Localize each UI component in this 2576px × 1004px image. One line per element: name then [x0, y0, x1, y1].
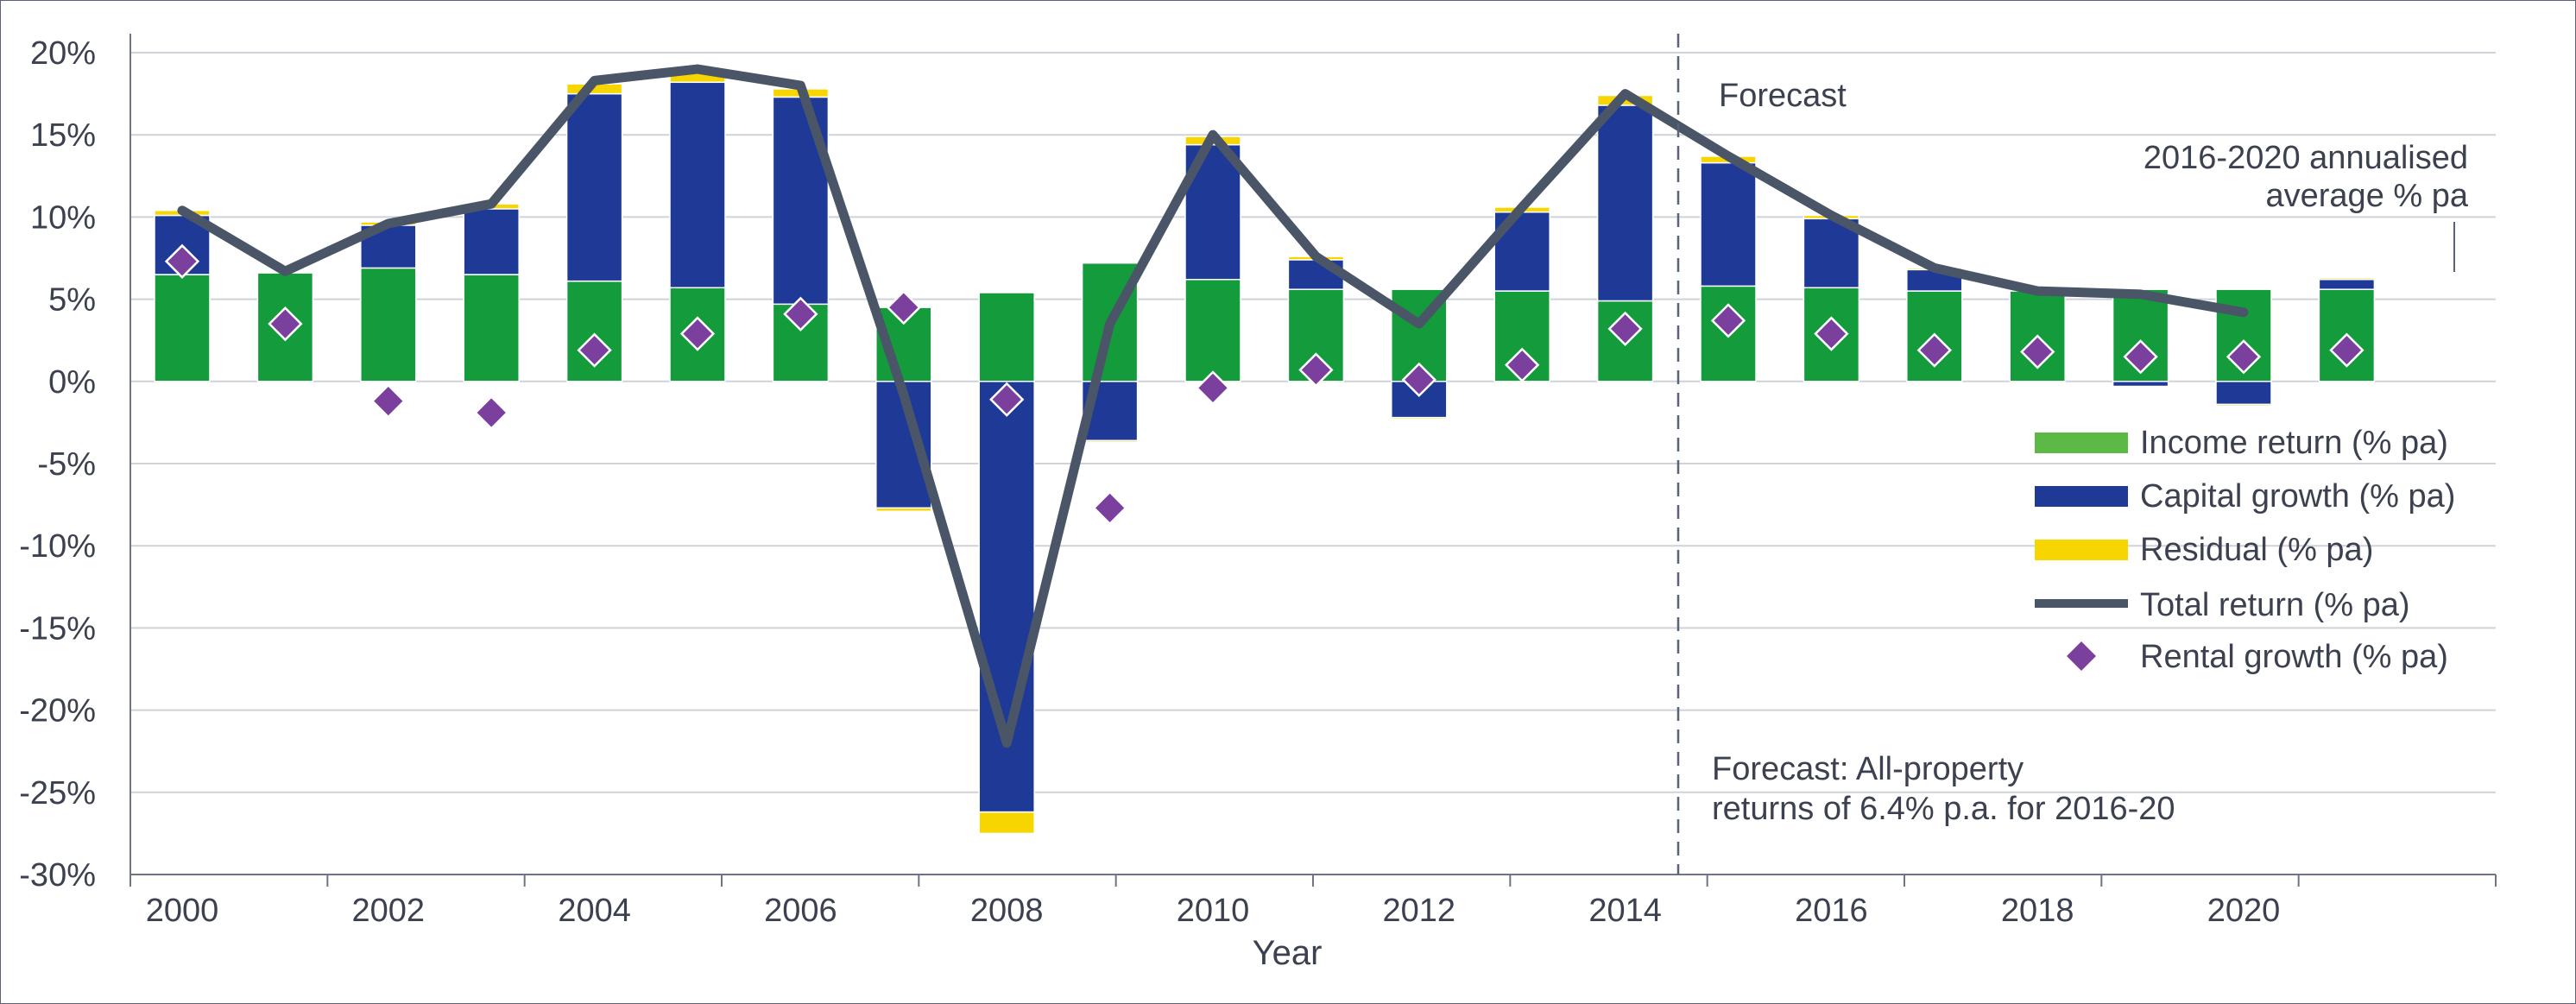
bar-segment	[1596, 104, 1654, 302]
bar-segment	[1391, 416, 1448, 420]
bar-segment	[154, 274, 211, 382]
legend-swatch-rental	[2064, 639, 2099, 673]
legend-swatch-capital	[2035, 486, 2128, 507]
y-tick-label: 10%	[30, 199, 96, 236]
total-return-line-group	[177, 64, 2249, 748]
bar-segment	[669, 81, 726, 289]
y-tick-label: 5%	[48, 282, 96, 319]
gridlines	[130, 52, 2496, 875]
rental-growth-marker	[2329, 332, 2364, 368]
rental-growth-marker	[2020, 334, 2055, 369]
bar-segment	[2318, 277, 2376, 281]
rental-growth-marker	[1607, 311, 1643, 347]
bar-segment	[2215, 403, 2272, 407]
rental-growth-marker	[1092, 490, 1127, 526]
x-axis-title: Year	[1253, 934, 1323, 972]
forecast-note-line1: Forecast: All-property	[1712, 751, 2024, 787]
forecast-label: Forecast	[1719, 78, 1847, 114]
annualised-label-line2: average % pa	[2266, 178, 2469, 214]
axes: 20% 15% 10% 5% 0% -5% -10% -15% -20% -25% -30% 2000…	[19, 34, 2497, 972]
y-tick-label: 0%	[48, 364, 96, 401]
annotations: Forecast 2016-2020 annualised average % …	[1676, 34, 2469, 875]
x-tick-label: 2000	[146, 893, 219, 929]
y-tick-label: -25%	[19, 775, 96, 811]
rental-growth-marker	[474, 395, 509, 431]
legend-label-capital: Capital growth (% pa)	[2140, 478, 2455, 515]
rental-growth-marker	[370, 383, 406, 419]
x-tick-label: 2002	[352, 893, 426, 929]
legend-label-total: Total return (% pa)	[2140, 587, 2410, 623]
bar-segment	[875, 507, 932, 512]
y-tick-label: -30%	[19, 857, 96, 893]
y-tick-label: 20%	[30, 35, 96, 72]
bar-segment	[1184, 279, 1241, 382]
bar-segment	[978, 292, 1035, 382]
forecast-note-line2: returns of 6.4% p.a. for 2016-20	[1712, 791, 2175, 827]
rental-growth-marker	[886, 289, 921, 325]
rental-growth-marker	[679, 316, 716, 351]
rental-growth-marker	[1401, 362, 1436, 398]
legend-label-rental: Rental growth (% pa)	[2140, 639, 2448, 675]
legend-label-residual: Residual (% pa)	[2140, 532, 2373, 568]
y-tick-label: -20%	[19, 693, 96, 729]
rental-growth-marker	[1195, 370, 1231, 406]
rental-growth-marker	[989, 382, 1025, 417]
bar-segment	[1700, 161, 1757, 287]
y-tick-label: 15%	[30, 117, 96, 154]
x-tick-label: 2010	[1177, 893, 1250, 929]
rental-growth-marker	[2226, 339, 2262, 375]
rental-growth-marker	[577, 332, 612, 368]
legend: Income return (% pa) Capital growth (% p…	[2035, 425, 2455, 675]
bar-segment	[463, 208, 520, 275]
x-tick-label: 2012	[1383, 893, 1456, 929]
annualised-label-line1: 2016-2020 annualised	[2144, 140, 2468, 176]
y-tick-label: -15%	[19, 610, 96, 647]
rental-growth-marker	[1710, 303, 1746, 338]
legend-label-income: Income return (% pa)	[2140, 425, 2448, 461]
rental-growth-marker	[164, 243, 200, 279]
x-tick-label: 2014	[1588, 893, 1662, 929]
bar-segment	[2318, 279, 2376, 290]
x-tick-label: 2016	[1795, 893, 1868, 929]
rental-growth-marker	[783, 296, 818, 332]
bar-segment	[1803, 218, 1860, 289]
bar-segment	[2112, 381, 2169, 388]
rental-growth-marker	[2123, 339, 2158, 375]
total-return-line	[177, 64, 2249, 748]
x-tick-label: 2004	[558, 893, 631, 929]
x-tick-label: 2006	[764, 893, 837, 929]
legend-swatch-residual	[2035, 540, 2128, 560]
legend-swatch-income	[2035, 433, 2128, 453]
rental-growth-markers	[164, 243, 2364, 526]
bar-segment	[565, 92, 623, 282]
rental-growth-marker	[268, 306, 303, 342]
rental-growth-marker	[1814, 316, 1849, 351]
rental-growth-marker	[1298, 352, 1334, 388]
bar-segment	[2215, 381, 2272, 406]
bar-segment	[978, 811, 1035, 835]
rental-growth-marker	[1505, 347, 1540, 382]
bar-segment	[463, 274, 520, 382]
bar-segment	[772, 96, 830, 306]
x-tick-label: 2008	[970, 893, 1044, 929]
bar-segment	[1081, 439, 1139, 443]
y-tick-label: -10%	[19, 528, 96, 565]
y-tick-label: -5%	[37, 446, 96, 483]
x-tick-label: 2020	[2207, 893, 2281, 929]
bar-segment	[360, 267, 417, 382]
x-tick-label: 2018	[2001, 893, 2074, 929]
rental-growth-marker	[1916, 332, 1952, 368]
